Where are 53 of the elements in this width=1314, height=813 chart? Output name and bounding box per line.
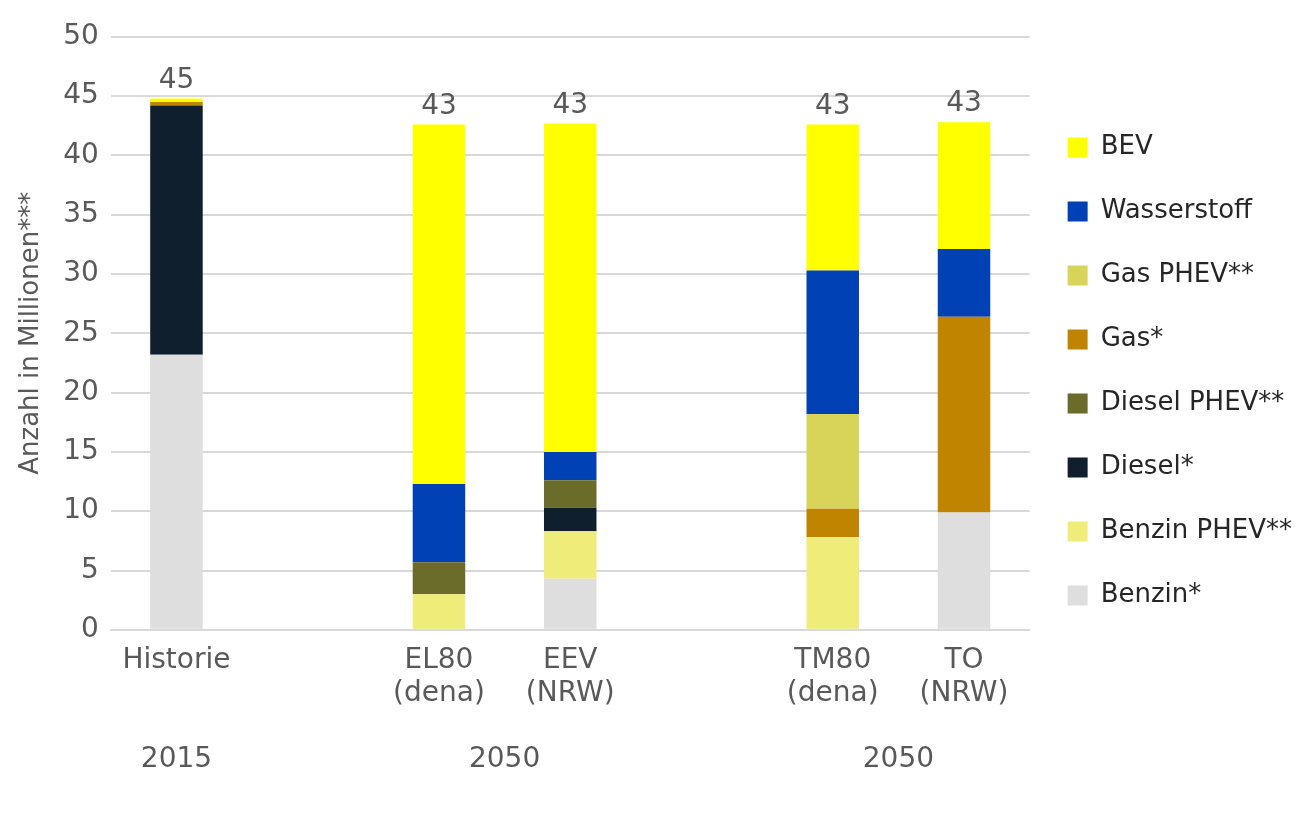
bar [806, 413, 859, 509]
legend-label: BEV [1100, 130, 1153, 161]
y-tick-label: 25 [63, 314, 99, 348]
x-tick-label: EEV (NRW) [525, 641, 615, 709]
y-tick-label: 35 [63, 195, 99, 229]
x-tick-label: TO (NRW) [919, 641, 1009, 709]
text: 2015 [140, 741, 213, 775]
y-tick-label: 15 [63, 433, 99, 467]
bar [150, 98, 203, 103]
text: 2050 [862, 741, 935, 775]
total-label: 43 [421, 87, 457, 121]
bar [543, 531, 597, 579]
bar [543, 123, 597, 452]
bar [150, 105, 203, 355]
legend-label: Wasserstoff [1100, 194, 1254, 225]
x-tick-label: Historie [122, 641, 231, 675]
legend-label: Gas PHEV** [1100, 258, 1254, 289]
y-tick-label: 20 [63, 373, 99, 407]
bar [543, 480, 597, 508]
y-tick-label: 30 [63, 255, 99, 289]
y-tick-label: 45 [63, 77, 99, 111]
x-tick-label: TM80 (dena) [786, 641, 879, 709]
bar [543, 507, 597, 532]
x-tick-label: EL80 (dena) [393, 641, 485, 709]
bar [412, 483, 466, 563]
legend-label: Gas* [1100, 322, 1164, 353]
y-tick-label: 50 [63, 18, 99, 52]
y-tick-label: 0 [81, 611, 99, 645]
bar [937, 249, 991, 317]
bar [543, 451, 597, 481]
total-label: 43 [552, 86, 589, 120]
legend-label: Benzin* [1100, 578, 1202, 609]
text: 2050 [468, 741, 541, 775]
bar [412, 124, 466, 484]
bar [806, 537, 859, 629]
bar [412, 594, 466, 629]
y-axis-title: Anzahl in Millionen*** [14, 191, 45, 475]
bar [937, 122, 991, 250]
legend-label: Diesel PHEV** [1100, 386, 1285, 417]
bar [150, 102, 203, 106]
legend-label: Benzin PHEV** [1100, 514, 1293, 545]
y-tick-label: 10 [63, 492, 99, 526]
total-label: 43 [814, 87, 851, 121]
bar [937, 316, 991, 513]
bar [806, 124, 859, 271]
y-tick-label: 40 [63, 136, 99, 170]
total-label: 43 [946, 85, 982, 119]
bar [412, 562, 466, 595]
y-tick-label: 5 [81, 551, 99, 585]
bar [806, 508, 859, 538]
total-label: 45 [158, 61, 195, 95]
legend-label: Diesel* [1100, 450, 1194, 481]
bar [806, 270, 859, 414]
